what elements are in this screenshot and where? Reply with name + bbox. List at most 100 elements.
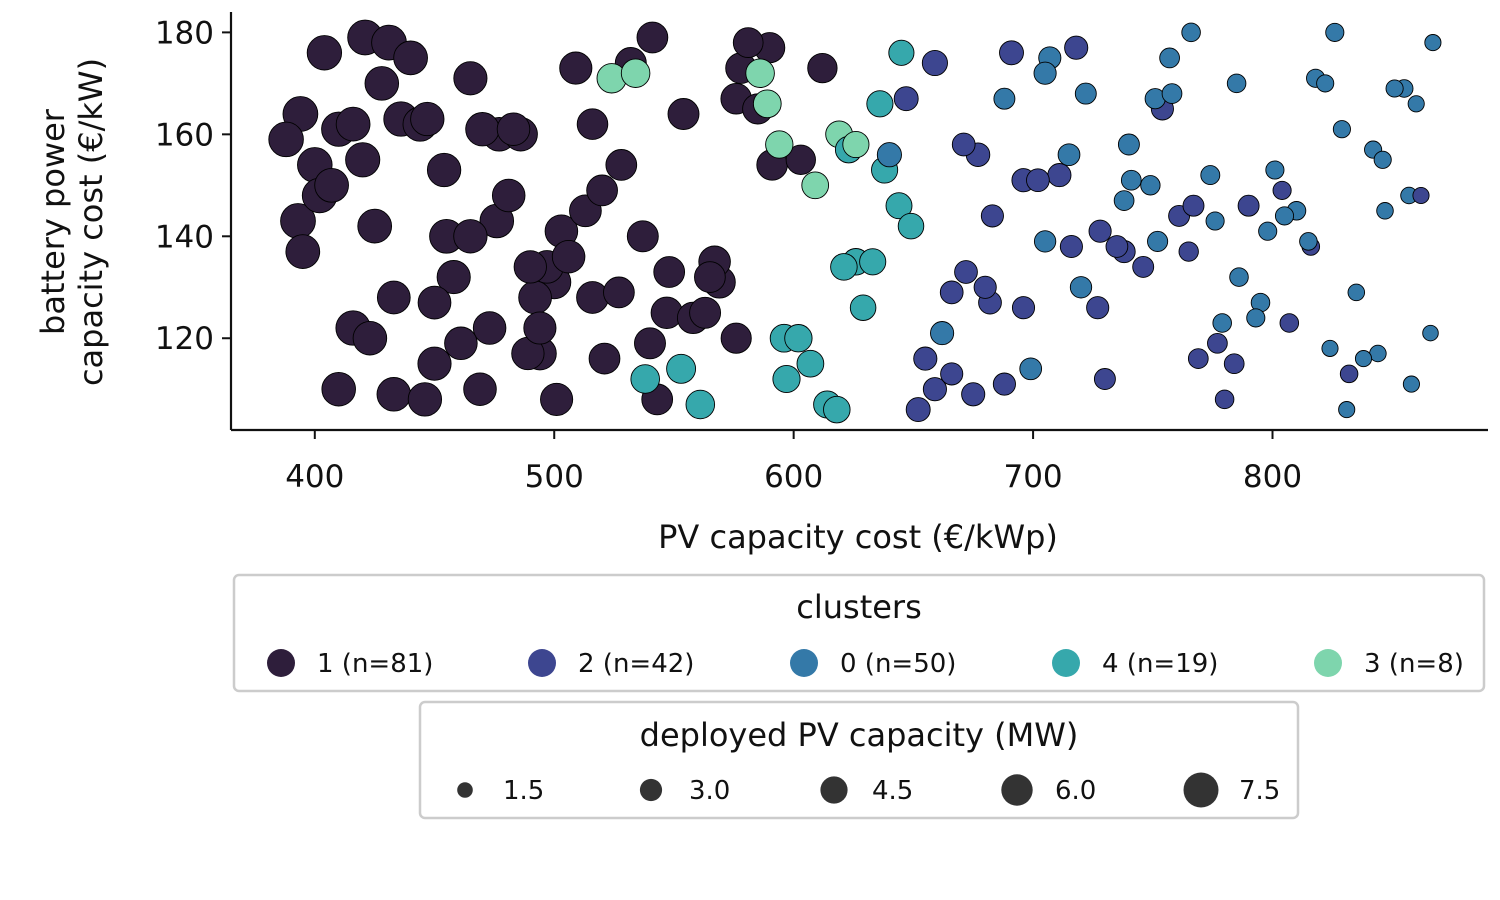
size-legend-frame [418, 700, 1300, 820]
cluster-legend-entry: 3 (n=8) [1314, 649, 1464, 679]
cluster-legend-marker [790, 649, 818, 677]
data-point-cluster-0 [1057, 143, 1081, 167]
data-point-cluster-2 [954, 260, 978, 284]
data-point-cluster-1 [513, 250, 547, 284]
data-point-cluster-1 [407, 382, 443, 417]
data-point-cluster-0 [1407, 95, 1425, 113]
data-point-cluster-1 [785, 144, 816, 175]
data-point-cluster-0 [1181, 22, 1201, 43]
x-ticks: 400 500 600 700 800 [285, 430, 1302, 495]
data-point-cluster-0 [1019, 357, 1043, 381]
data-points [268, 19, 1442, 424]
data-point-cluster-2 [1187, 348, 1209, 369]
data-point-cluster-4 [897, 212, 925, 240]
data-point-cluster-2 [951, 132, 976, 157]
size-legend-label: 4.5 [872, 776, 913, 806]
data-point-cluster-2 [913, 346, 938, 371]
data-point-cluster-0 [1140, 175, 1161, 196]
cluster-legend-entries: 1 (n=81) 2 (n=42) 0 (n=50) 4 (n=19) 3 (n=8) [267, 649, 1464, 679]
data-point-cluster-2 [980, 204, 1004, 228]
data-point-cluster-3 [745, 58, 775, 88]
y-axis-label: battery power capacity cost (€/kW) [34, 58, 110, 386]
data-point-cluster-0 [1258, 221, 1278, 241]
data-point-cluster-1 [653, 256, 686, 288]
data-point-cluster-3 [752, 89, 782, 119]
data-point-cluster-4 [823, 395, 851, 424]
data-point-cluster-2 [922, 377, 947, 402]
x-tick-label: 800 [1243, 459, 1302, 495]
data-point-cluster-1 [523, 311, 557, 345]
data-point-cluster-1 [586, 174, 618, 207]
data-point-cluster-1 [472, 311, 507, 345]
data-point-cluster-0 [930, 321, 955, 346]
x-tick-label: 600 [764, 459, 823, 495]
data-point-cluster-4 [888, 39, 915, 66]
data-point-cluster-0 [1321, 339, 1339, 357]
size-legend-label: 6.0 [1055, 776, 1096, 806]
data-point-cluster-0 [1159, 47, 1180, 69]
data-point-cluster-2 [1178, 241, 1199, 262]
data-point-cluster-1 [636, 21, 669, 54]
data-point-cluster-0 [1074, 82, 1097, 105]
data-point-cluster-1 [605, 149, 638, 181]
data-point-cluster-0 [1205, 211, 1225, 231]
cluster-legend-entry: 4 (n=19) [1052, 649, 1218, 679]
data-point-cluster-1 [453, 219, 488, 254]
size-legend-marker [1183, 772, 1219, 808]
data-point-cluster-2 [1093, 368, 1116, 390]
data-point-cluster-0 [1274, 206, 1295, 226]
data-point-cluster-1 [540, 382, 574, 416]
data-point-cluster-0 [1161, 83, 1183, 104]
y-axis-label-line-1: battery power [34, 108, 72, 335]
data-point-cluster-1 [720, 322, 752, 354]
data-point-cluster-1 [393, 40, 428, 76]
data-point-cluster-1 [694, 261, 726, 293]
data-point-cluster-1 [588, 342, 621, 375]
data-point-cluster-3 [842, 130, 870, 159]
data-point-cluster-1 [376, 280, 411, 315]
data-point-cluster-1 [496, 112, 531, 146]
data-point-cluster-2 [1214, 389, 1235, 410]
data-point-cluster-1 [491, 178, 526, 213]
data-point-cluster-0 [1246, 308, 1266, 328]
data-point-cluster-4 [885, 192, 913, 220]
cluster-legend-label: 3 (n=8) [1364, 649, 1464, 679]
size-legend-entry: 6.0 [1001, 774, 1096, 806]
cluster-legend-label: 1 (n=81) [317, 649, 433, 679]
data-point-cluster-4 [830, 253, 858, 281]
data-point-cluster-4 [685, 389, 716, 420]
data-point-cluster-2 [1088, 219, 1112, 243]
cluster-legend-entry: 2 (n=42) [528, 649, 694, 679]
data-point-cluster-1 [364, 66, 400, 101]
data-point-cluster-4 [630, 364, 660, 394]
data-point-cluster-0 [1033, 230, 1057, 253]
data-point-cluster-1 [453, 61, 488, 96]
data-point-cluster-2 [1047, 163, 1072, 188]
data-point-cluster-1 [807, 52, 838, 84]
data-point-cluster-0 [1385, 79, 1404, 98]
data-point-cluster-1 [352, 320, 388, 356]
size-legend-title: deployed PV capacity (MW) [640, 716, 1079, 754]
data-point-cluster-1 [335, 106, 371, 142]
size-legend-marker [639, 778, 663, 802]
data-point-cluster-1 [732, 27, 764, 58]
x-tick-label: 400 [285, 459, 344, 495]
data-point-cluster-2 [999, 40, 1024, 66]
data-point-cluster-1 [626, 220, 659, 253]
data-point-cluster-2 [893, 86, 919, 112]
data-point-cluster-2 [1272, 180, 1292, 200]
cluster-legend-label: 2 (n=42) [578, 649, 694, 679]
data-point-cluster-2 [1011, 296, 1036, 320]
data-point-cluster-1 [426, 152, 462, 188]
axes: 400 500 600 700 800 120 140 160 180 PV capacity… [34, 12, 1488, 556]
data-point-cluster-0 [1402, 375, 1420, 393]
data-point-cluster-1 [314, 167, 349, 203]
cluster-legend-marker [528, 649, 556, 677]
data-point-cluster-0 [1338, 401, 1356, 419]
y-axis-label-line-2: capacity cost (€/kW) [72, 58, 110, 386]
data-point-cluster-1 [559, 51, 593, 85]
data-point-cluster-1 [376, 377, 412, 412]
size-legend-entry: 3.0 [639, 776, 730, 806]
data-point-cluster-1 [551, 239, 586, 274]
